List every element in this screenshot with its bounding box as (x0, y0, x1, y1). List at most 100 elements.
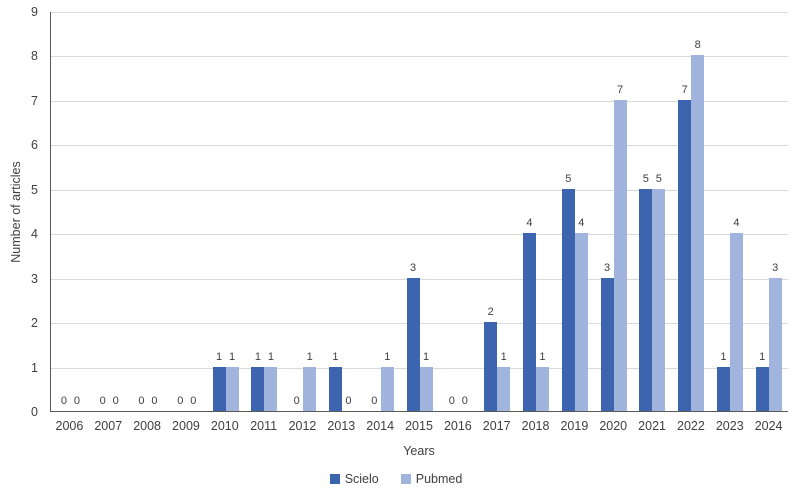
data-label-scielo-2015: 3 (410, 262, 417, 274)
bar-unit-pubmed-2022: 8 (691, 12, 705, 411)
bar-pubmed-2012 (303, 367, 317, 411)
bar-pubmed-2018 (535, 367, 549, 411)
x-tick-label-2009: 2009 (172, 419, 200, 433)
data-label-scielo-2009: 0 (177, 395, 184, 407)
bar-unit-pubmed-2023: 4 (729, 12, 743, 411)
data-label-pubmed-2023: 4 (733, 217, 740, 229)
x-tick-label-2013: 2013 (327, 419, 356, 433)
bar-pubmed-2022 (691, 55, 705, 411)
bar-scielo-2022 (678, 100, 692, 411)
y-tick-label-3: 3 (31, 271, 38, 286)
bar-pubmed-2024 (768, 278, 782, 411)
data-label-scielo-2017: 2 (487, 306, 494, 318)
bar-unit-pubmed-2011: 1 (264, 12, 278, 411)
bar-scielo-2024 (755, 367, 769, 411)
data-label-pubmed-2022: 8 (694, 39, 701, 51)
data-label-scielo-2011: 1 (254, 351, 261, 363)
data-label-pubmed-2016: 0 (461, 395, 468, 407)
bar-unit-scielo-2021: 5 (639, 12, 653, 411)
bar-unit-scielo-2017: 2 (484, 12, 498, 411)
legend-label-scielo: Scielo (344, 472, 379, 486)
data-label-pubmed-2009: 0 (190, 395, 197, 407)
bar-scielo-2023 (716, 367, 730, 411)
bar-pubmed-2021 (652, 189, 666, 411)
data-label-scielo-2022: 7 (681, 84, 688, 96)
data-label-scielo-2013: 1 (332, 351, 339, 363)
data-label-pubmed-2015: 1 (423, 351, 430, 363)
bar-unit-scielo-2016: 0 (445, 12, 458, 411)
bar-unit-scielo-2015: 3 (406, 12, 420, 411)
bar-unit-pubmed-2010: 1 (225, 12, 239, 411)
gridline-6 (51, 145, 788, 147)
bar-scielo-2013 (328, 367, 342, 411)
x-axis-tick-labels: 2006 2007 2008 2009 2010 2011 2012 2013 2014 2015… (50, 419, 788, 433)
legend-item-pubmed: Pubmed (400, 472, 462, 486)
bar-unit-scielo-2007: 0 (96, 12, 109, 411)
bar-unit-pubmed-2006: 0 (70, 12, 83, 411)
bar-unit-scielo-2010: 1 (212, 12, 226, 411)
bar-pubmed-2011 (264, 367, 278, 411)
data-label-scielo-2010: 1 (216, 351, 223, 363)
bar-unit-scielo-2006: 0 (57, 12, 70, 411)
bar-unit-scielo-2018: 4 (522, 12, 536, 411)
bar-scielo-2017 (484, 322, 498, 411)
x-tick-label-2022: 2022 (677, 419, 705, 433)
data-label-scielo-2024: 1 (759, 351, 766, 363)
data-label-pubmed-2011: 1 (267, 351, 274, 363)
y-tick-label-4: 4 (31, 226, 38, 241)
bar-unit-pubmed-2014: 1 (380, 12, 394, 411)
bar-pubmed-2015 (419, 367, 433, 411)
scielo-swatch-icon (329, 474, 340, 484)
bar-unit-scielo-2013: 1 (328, 12, 342, 411)
x-tick-label-2008: 2008 (133, 419, 162, 433)
bar-unit-scielo-2011: 1 (251, 12, 265, 411)
bar-unit-scielo-2019: 5 (561, 12, 575, 411)
bar-pubmed-2020 (613, 100, 627, 411)
y-tick-label-6: 6 (31, 138, 38, 153)
data-label-scielo-2020: 3 (603, 262, 611, 274)
x-tick-label-2020: 2020 (599, 419, 628, 433)
gridline-7 (51, 100, 788, 102)
bar-unit-pubmed-2016: 0 (458, 12, 471, 411)
data-label-scielo-2023: 1 (720, 351, 727, 363)
data-label-scielo-2016: 0 (448, 395, 455, 407)
data-label-pubmed-2019: 4 (578, 217, 585, 229)
bar-unit-scielo-2024: 1 (755, 12, 769, 411)
bar-scielo-2015 (406, 278, 420, 411)
legend: Scielo Pubmed (0, 472, 792, 486)
legend-item-scielo: Scielo (329, 472, 379, 486)
y-tick-label-5: 5 (31, 182, 38, 197)
pubmed-swatch-icon (400, 474, 411, 484)
bar-unit-scielo-2014: 0 (368, 12, 381, 411)
x-tick-label-2007: 2007 (94, 419, 123, 433)
bar-pubmed-2023 (729, 233, 743, 411)
gridline-8 (51, 56, 788, 58)
x-axis-title: Years (403, 444, 435, 458)
bar-unit-pubmed-2024: 3 (768, 12, 782, 411)
data-label-pubmed-2014: 1 (384, 351, 391, 363)
bar-scielo-2020 (600, 278, 614, 411)
bar-unit-pubmed-2015: 1 (419, 12, 433, 411)
bar-pubmed-2010 (225, 367, 239, 411)
data-label-pubmed-2024: 3 (772, 262, 779, 274)
bar-unit-scielo-2009: 0 (174, 12, 187, 411)
bar-unit-pubmed-2013: 0 (342, 12, 355, 411)
x-tick-label-2021: 2021 (638, 419, 666, 433)
gridline-5 (51, 189, 788, 191)
bar-unit-scielo-2023: 1 (716, 12, 730, 411)
x-tick-label-2017: 2017 (482, 419, 511, 433)
data-label-scielo-2006: 0 (60, 395, 67, 407)
y-tick-label-7: 7 (31, 93, 38, 108)
bar-unit-pubmed-2019: 4 (574, 12, 588, 411)
y-tick-label-2: 2 (31, 315, 38, 330)
